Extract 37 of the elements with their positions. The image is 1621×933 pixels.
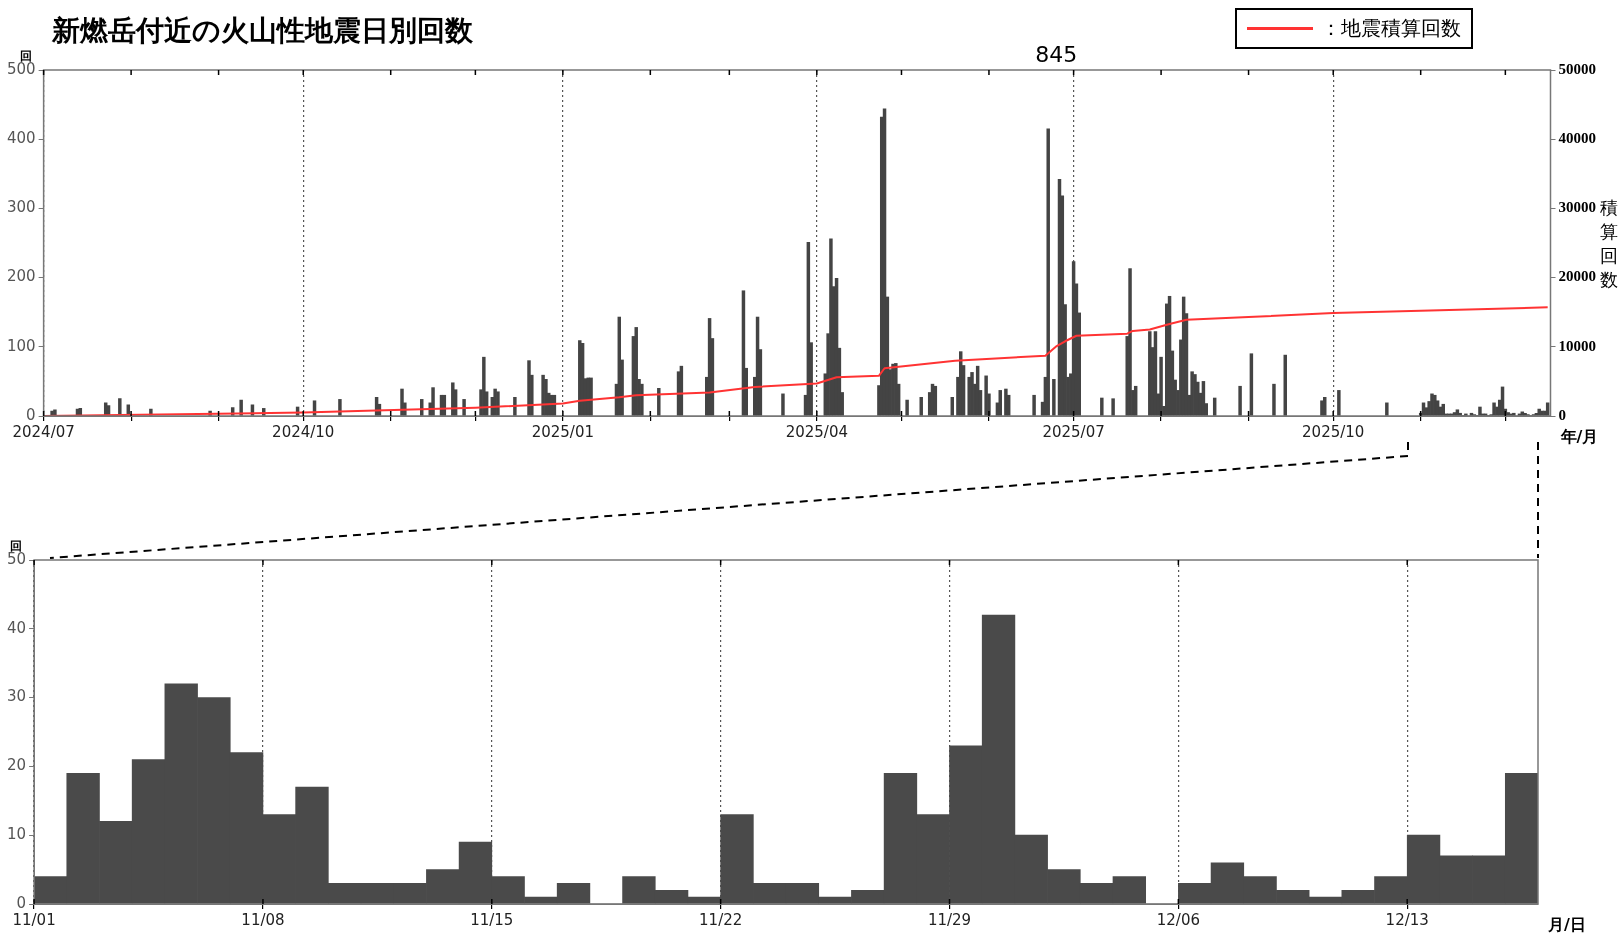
y-tick-label: 30 xyxy=(6,687,27,706)
x-tick-label: 11/01 xyxy=(12,910,56,929)
y-tick-label: 20 xyxy=(6,756,27,775)
y2-tick-label: 10000 xyxy=(1558,337,1596,354)
x-tick-label: 2024/10 xyxy=(272,422,335,441)
text: 845 xyxy=(1035,42,1078,67)
y2-tick-label: 20000 xyxy=(1558,268,1596,285)
legend-label: ：地震積算回数 xyxy=(1321,15,1461,42)
y-axis-title: 回 xyxy=(10,539,23,553)
x-tick-label: 2025/04 xyxy=(785,422,848,441)
y2-tick-label: 40000 xyxy=(1558,130,1596,147)
y2-axis-title: 積算回数 xyxy=(1600,197,1618,290)
y-tick-label: 0 xyxy=(16,893,27,912)
x-tick-label: 2025/01 xyxy=(531,422,595,441)
y-tick-label: 200 xyxy=(6,267,36,286)
y2-tick-label: 30000 xyxy=(1558,199,1596,216)
x-tick-label: 2025/07 xyxy=(1042,422,1105,441)
x-tick-label: 12/13 xyxy=(1385,910,1429,929)
y-tick-label: 10 xyxy=(6,825,27,844)
x-axis-title: 年/月 xyxy=(1559,427,1599,446)
y-tick-label: 0 xyxy=(26,405,36,424)
y2-tick-label: 0 xyxy=(1558,406,1566,423)
y2-tick-label: 50000 xyxy=(1558,60,1596,77)
y-tick-label: 300 xyxy=(6,198,36,217)
x-tick-label: 11/22 xyxy=(699,910,743,929)
chart-title: 新燃岳付近の火山性地震日別回数 xyxy=(52,13,473,49)
x-tick-label: 12/06 xyxy=(1156,910,1200,929)
x-tick-label: 2025/10 xyxy=(1302,422,1365,441)
x-tick-label: 11/29 xyxy=(927,910,972,929)
x-tick-label: 11/15 xyxy=(470,910,514,929)
y-axis-title: 回 xyxy=(19,49,32,63)
y-tick-label: 100 xyxy=(6,336,36,355)
x-tick-label: 2024/07 xyxy=(12,422,75,441)
y-tick-label: 400 xyxy=(6,129,36,148)
x-tick-label: 11/08 xyxy=(241,910,285,929)
x-axis-title: 月/日 xyxy=(1547,915,1586,933)
y-tick-label: 40 xyxy=(6,618,27,637)
